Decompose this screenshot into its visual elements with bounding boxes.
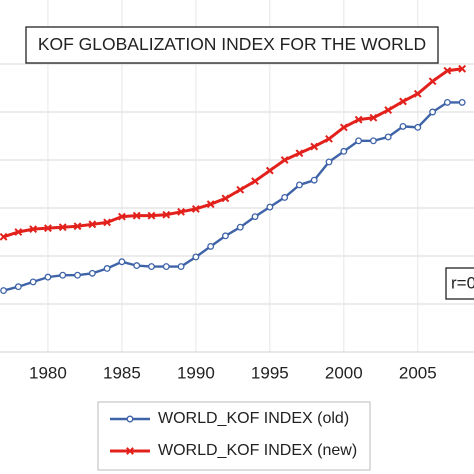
marker bbox=[251, 213, 259, 221]
chart-title: KOF GLOBALIZATION INDEX FOR THE WORLD bbox=[38, 34, 426, 54]
legend bbox=[97, 401, 371, 471]
marker bbox=[58, 223, 67, 232]
marker bbox=[29, 225, 38, 234]
marker bbox=[281, 193, 289, 201]
marker bbox=[73, 222, 82, 231]
annotation-box bbox=[445, 267, 474, 300]
series-line bbox=[3, 67, 463, 239]
marker bbox=[399, 122, 407, 130]
marker bbox=[44, 273, 52, 281]
marker bbox=[221, 194, 230, 203]
marker bbox=[355, 137, 363, 145]
marker bbox=[133, 262, 141, 270]
marker bbox=[295, 149, 304, 158]
marker bbox=[192, 253, 200, 261]
marker bbox=[29, 278, 37, 286]
marker bbox=[103, 218, 112, 227]
marker bbox=[0, 287, 8, 295]
marker bbox=[295, 181, 303, 189]
marker bbox=[429, 108, 437, 116]
marker bbox=[147, 211, 156, 220]
marker bbox=[384, 133, 392, 141]
marker bbox=[369, 113, 378, 122]
x-tick-label: 1985 bbox=[103, 363, 141, 382]
marker bbox=[177, 207, 185, 216]
series-line bbox=[3, 101, 463, 292]
marker bbox=[44, 224, 52, 233]
marker bbox=[191, 205, 200, 213]
marker bbox=[428, 77, 437, 86]
marker bbox=[399, 97, 407, 106]
marker bbox=[14, 228, 23, 236]
marker bbox=[443, 98, 451, 106]
x-tick-label: 2005 bbox=[399, 363, 437, 382]
marker bbox=[74, 271, 81, 279]
marker bbox=[413, 89, 422, 98]
title-box bbox=[25, 26, 439, 64]
x-tick-label: 1990 bbox=[177, 363, 215, 382]
marker bbox=[126, 415, 134, 423]
marker bbox=[266, 203, 274, 211]
marker bbox=[206, 200, 215, 209]
marker bbox=[340, 147, 348, 155]
marker bbox=[310, 142, 319, 151]
marker bbox=[236, 223, 244, 231]
legend-label: WORLD_KOF INDEX (new) bbox=[158, 442, 357, 459]
marker bbox=[126, 447, 134, 455]
marker bbox=[458, 64, 467, 73]
marker bbox=[118, 258, 126, 266]
marker bbox=[458, 98, 466, 106]
marker bbox=[177, 263, 185, 271]
x-tick-label: 1980 bbox=[29, 363, 67, 382]
marker bbox=[251, 177, 259, 186]
marker bbox=[369, 137, 377, 145]
marker bbox=[325, 158, 333, 166]
marker bbox=[222, 232, 229, 240]
marker bbox=[162, 210, 171, 219]
marker bbox=[0, 232, 8, 241]
marker bbox=[414, 123, 422, 131]
marker bbox=[148, 263, 155, 271]
marker bbox=[88, 269, 96, 277]
marker bbox=[310, 176, 318, 184]
marker bbox=[280, 156, 289, 164]
legend-items: WORLD_KOF INDEX (old) WORLD_KOF INDEX (ne… bbox=[110, 410, 357, 459]
plot-area bbox=[0, 64, 467, 295]
legend-label: WORLD_KOF INDEX (old) bbox=[158, 410, 349, 427]
marker bbox=[132, 211, 141, 220]
marker bbox=[354, 115, 363, 124]
marker bbox=[339, 123, 348, 132]
marker bbox=[162, 263, 170, 271]
x-tick-label: 1995 bbox=[251, 363, 289, 382]
marker bbox=[103, 265, 111, 272]
annotation: r=0 bbox=[451, 273, 474, 292]
marker bbox=[265, 166, 274, 175]
marker bbox=[384, 106, 393, 114]
marker bbox=[207, 242, 215, 250]
x-tick-label: 2000 bbox=[325, 363, 363, 382]
marker bbox=[117, 212, 126, 221]
marker bbox=[443, 66, 452, 75]
marker bbox=[14, 283, 22, 291]
marker bbox=[325, 134, 333, 143]
marker bbox=[88, 220, 97, 229]
marker bbox=[59, 271, 67, 279]
marker bbox=[236, 185, 245, 194]
